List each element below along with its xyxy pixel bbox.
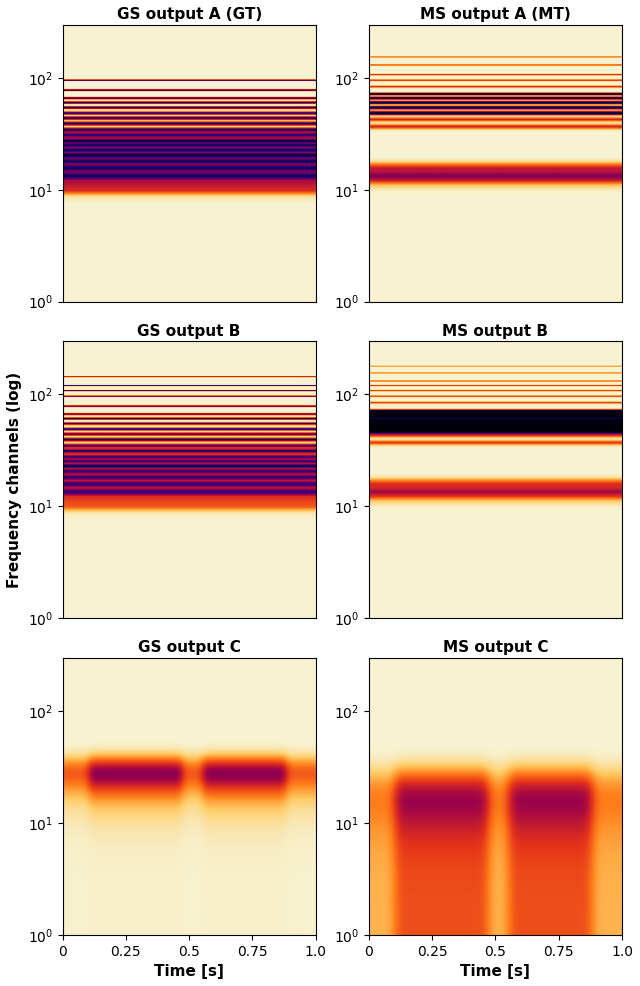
Title: GS output C: GS output C xyxy=(138,640,241,655)
Y-axis label: Frequency channels (log): Frequency channels (log) xyxy=(7,372,22,588)
X-axis label: Time [s]: Time [s] xyxy=(460,964,531,979)
Title: MS output B: MS output B xyxy=(442,323,548,338)
X-axis label: Time [s]: Time [s] xyxy=(154,964,224,979)
Title: GS output B: GS output B xyxy=(138,323,241,338)
Title: MS output A (MT): MS output A (MT) xyxy=(420,7,571,22)
Title: GS output A (GT): GS output A (GT) xyxy=(116,7,262,22)
Title: MS output C: MS output C xyxy=(443,640,548,655)
